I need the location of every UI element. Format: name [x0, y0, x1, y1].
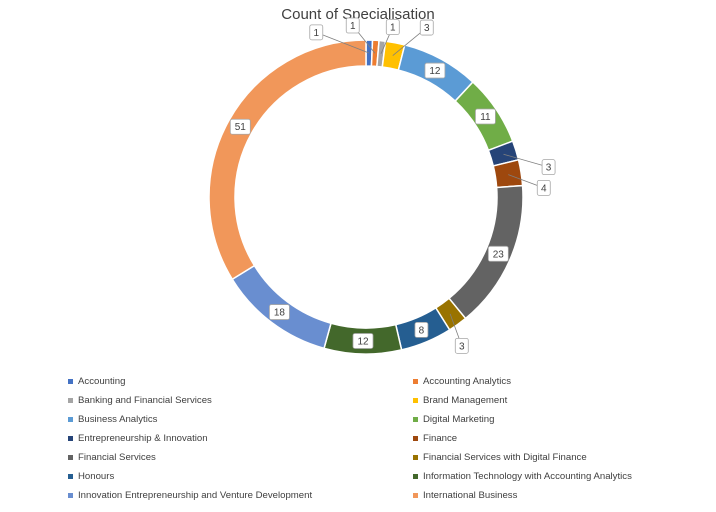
- leader-line-accounting: [316, 31, 370, 54]
- data-label-financial-services-with-digital-finance: 3: [459, 341, 465, 352]
- legend-label: Accounting Analytics: [423, 375, 511, 387]
- data-label-finance: 4: [541, 183, 547, 194]
- legend-label: International Business: [423, 489, 518, 501]
- legend-label: Finance: [423, 432, 458, 444]
- leader-line-entrepreneurship-and-innovation: [503, 153, 549, 168]
- legend-label: Financial Services with Digital Finance: [423, 451, 587, 463]
- legend-swatch: [68, 397, 73, 403]
- legend: Accounting Accounting Analytics Banking an…: [68, 374, 708, 502]
- legend-item-digital-marketing: Digital Marketing: [413, 412, 708, 426]
- legend-swatch: [413, 435, 418, 441]
- legend-item-information-technology-with-accounting-analytics: Information Technology with Accounting A…: [413, 469, 708, 483]
- legend-swatch: [413, 378, 418, 384]
- legend-label: Accounting: [78, 375, 126, 387]
- chart-title: Count of Specialisation: [281, 6, 435, 23]
- legend-label: Banking and Financial Services: [78, 394, 212, 406]
- legend-item-accounting-analytics: Accounting Analytics: [413, 374, 708, 388]
- legend-swatch: [68, 454, 73, 460]
- legend-label: Financial Services: [78, 451, 156, 463]
- legend-label: Entrepreneurship & Innovation: [78, 432, 208, 444]
- data-label-banking-and-financial-services: 1: [390, 23, 396, 34]
- legend-item-accounting: Accounting: [68, 374, 413, 388]
- legend-item-finance: Finance: [413, 431, 708, 445]
- data-label-box-information-technology-with-accounting-analytics: [352, 333, 374, 349]
- data-label-innovation-entrepreneurship-and-venture-development: 18: [274, 308, 286, 319]
- data-label-box-financial-services-with-digital-finance: [454, 337, 469, 354]
- data-label-box-business-analytics: [424, 62, 446, 79]
- data-label-box-innovation-entrepreneurship-and-venture-development: [269, 304, 290, 320]
- legend-item-entrepreneurship-and-innovation: Entrepreneurship & Innovation: [68, 431, 413, 445]
- legend-swatch: [413, 473, 418, 479]
- legend-label: Honours: [78, 470, 115, 482]
- data-label-honours: 8: [419, 325, 425, 336]
- data-label-box-brand-management: [419, 19, 434, 36]
- data-label-box-banking-and-financial-services: [385, 19, 400, 35]
- legend-item-brand-management: Brand Management: [413, 393, 708, 407]
- data-label-box-digital-marketing: [475, 108, 496, 125]
- data-label-business-analytics: 12: [429, 66, 441, 77]
- data-label-information-technology-with-accounting-analytics: 12: [357, 336, 369, 347]
- legend-label: Information Technology with Accounting A…: [423, 470, 632, 482]
- data-label-accounting: 1: [313, 28, 319, 39]
- legend-item-honours: Honours: [68, 469, 413, 483]
- data-label-box-finance: [536, 179, 551, 196]
- data-label-box-international-business: [229, 118, 251, 135]
- legend-swatch: [413, 492, 418, 498]
- legend-swatch: [68, 473, 73, 479]
- legend-swatch: [68, 378, 73, 384]
- data-label-box-accounting: [309, 24, 324, 41]
- legend-item-banking-and-financial-services: Banking and Financial Services: [68, 393, 413, 407]
- legend-label: Brand Management: [423, 394, 508, 406]
- data-label-brand-management: 3: [424, 23, 430, 34]
- data-label-digital-marketing: 11: [480, 112, 491, 123]
- data-label-box-entrepreneurship-and-innovation: [541, 159, 556, 176]
- slice-financial-services: [447, 184, 524, 320]
- legend-item-innovation-entrepreneurship-and-venture-development: Innovation Entrepreneurship and Venture …: [68, 488, 413, 502]
- data-label-box-financial-services: [487, 245, 509, 262]
- data-label-international-business: 51: [235, 122, 247, 133]
- legend-item-international-business: International Business: [413, 488, 708, 502]
- data-label-box-accounting-analytics: [345, 17, 360, 34]
- data-label-financial-services: 23: [493, 249, 505, 260]
- legend-label: Digital Marketing: [423, 413, 495, 425]
- legend-label: Innovation Entrepreneurship and Venture …: [78, 489, 313, 501]
- legend-swatch: [413, 416, 418, 422]
- legend-item-business-analytics: Business Analytics: [68, 412, 413, 426]
- legend-swatch: [68, 435, 73, 441]
- slice-international-business: [208, 39, 367, 281]
- legend-item-financial-services: Financial Services: [68, 450, 413, 464]
- legend-swatch: [68, 492, 73, 498]
- legend-item-financial-services-with-digital-finance: Financial Services with Digital Finance: [413, 450, 708, 464]
- data-label-entrepreneurship-and-innovation: 3: [546, 163, 552, 174]
- data-label-box-honours: [414, 321, 429, 338]
- data-label-accounting-analytics: 1: [350, 21, 356, 32]
- legend-swatch: [413, 397, 418, 403]
- legend-swatch: [413, 454, 418, 460]
- legend-label: Business Analytics: [78, 413, 158, 425]
- legend-swatch: [68, 416, 73, 422]
